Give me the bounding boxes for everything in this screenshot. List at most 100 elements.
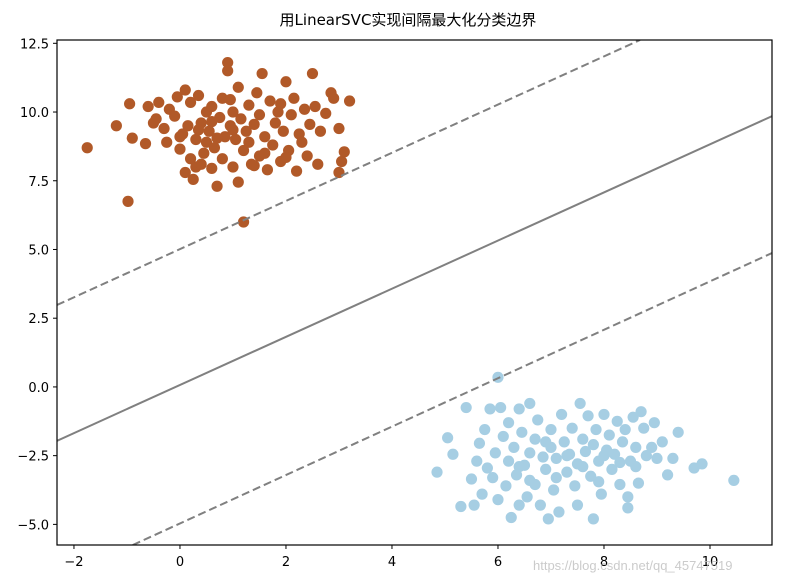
y-tick-label: 7.5 bbox=[28, 175, 49, 190]
data-point bbox=[622, 502, 634, 514]
data-point bbox=[603, 429, 615, 441]
data-point bbox=[320, 107, 332, 119]
x-tick-label: 6 bbox=[494, 555, 502, 570]
margin-upper-line bbox=[57, 40, 641, 306]
data-point bbox=[81, 142, 93, 154]
data-point bbox=[184, 153, 197, 165]
data-point bbox=[524, 474, 536, 486]
data-point bbox=[555, 408, 568, 421]
data-point bbox=[230, 133, 242, 146]
data-point bbox=[585, 470, 597, 482]
data-point bbox=[256, 67, 268, 80]
data-point bbox=[595, 488, 607, 500]
chart-title: 用LinearSVC实现间隔最大化分类边界 bbox=[279, 11, 537, 29]
data-point bbox=[489, 447, 501, 459]
data-point bbox=[285, 109, 297, 121]
data-point bbox=[460, 401, 472, 414]
data-point bbox=[224, 94, 236, 106]
data-point bbox=[508, 441, 520, 454]
data-point bbox=[500, 480, 512, 492]
data-point bbox=[627, 411, 639, 423]
x-tick-label: −2 bbox=[64, 555, 83, 570]
data-point bbox=[338, 146, 350, 158]
data-point bbox=[516, 426, 528, 438]
data-point bbox=[574, 397, 586, 410]
watermark-text: https://blog.csdn.net/qq_45747519 bbox=[533, 558, 733, 573]
data-point bbox=[646, 441, 658, 454]
data-point bbox=[306, 67, 319, 80]
data-point bbox=[484, 403, 496, 415]
data-point bbox=[259, 131, 271, 143]
scatter-points bbox=[81, 56, 740, 525]
data-point bbox=[277, 125, 289, 137]
data-point bbox=[251, 87, 263, 99]
data-point bbox=[529, 433, 541, 445]
data-point bbox=[537, 451, 549, 463]
data-point bbox=[481, 462, 493, 474]
data-point bbox=[333, 122, 345, 135]
data-point bbox=[333, 166, 345, 179]
data-point bbox=[179, 84, 191, 96]
data-point bbox=[656, 436, 668, 448]
data-point bbox=[582, 410, 594, 422]
data-point bbox=[328, 92, 340, 104]
x-tick-label: 2 bbox=[282, 555, 290, 570]
axes-frame bbox=[56, 39, 773, 546]
margin-lower-line bbox=[132, 252, 772, 545]
data-point bbox=[635, 406, 647, 418]
data-point bbox=[614, 456, 626, 469]
data-point bbox=[227, 106, 239, 118]
data-point bbox=[182, 120, 194, 132]
data-point bbox=[598, 408, 610, 421]
data-point bbox=[468, 499, 480, 511]
data-point bbox=[126, 132, 138, 144]
data-point bbox=[630, 461, 642, 473]
y-tick-label: 0.0 bbox=[28, 381, 49, 396]
data-point bbox=[587, 513, 599, 525]
decision-boundary-line bbox=[57, 115, 772, 442]
data-point bbox=[198, 147, 210, 159]
data-point bbox=[211, 132, 223, 144]
data-point bbox=[696, 458, 708, 470]
data-point bbox=[598, 450, 610, 462]
data-point bbox=[298, 103, 311, 115]
data-point bbox=[542, 513, 554, 525]
data-point bbox=[442, 432, 454, 444]
data-point bbox=[142, 100, 154, 113]
data-point bbox=[296, 136, 308, 148]
data-point bbox=[577, 461, 589, 473]
data-point bbox=[150, 113, 162, 125]
data-point bbox=[569, 480, 581, 492]
data-point bbox=[561, 466, 573, 478]
data-point bbox=[561, 450, 573, 462]
data-point bbox=[513, 403, 525, 415]
y-axis-ticks: 12.5 10.0 7.5 5.0 2.5 0.0 −2.5 −5.0 bbox=[17, 37, 57, 533]
data-point bbox=[216, 153, 228, 165]
data-point bbox=[473, 437, 486, 449]
data-point bbox=[502, 455, 515, 467]
data-point bbox=[550, 452, 562, 465]
data-point bbox=[495, 401, 507, 414]
data-point bbox=[122, 195, 134, 207]
data-point bbox=[203, 125, 215, 137]
data-point bbox=[638, 422, 650, 434]
data-point bbox=[192, 89, 205, 102]
data-point bbox=[248, 118, 260, 130]
data-point bbox=[200, 136, 213, 148]
data-point bbox=[553, 506, 565, 518]
data-point bbox=[476, 488, 488, 500]
data-point bbox=[487, 472, 499, 484]
decision-lines bbox=[57, 40, 772, 545]
data-point bbox=[343, 95, 356, 107]
data-point bbox=[206, 162, 218, 174]
data-point bbox=[253, 109, 266, 121]
data-point bbox=[616, 436, 629, 448]
data-point bbox=[227, 124, 239, 136]
data-point bbox=[169, 110, 181, 122]
data-point bbox=[608, 448, 621, 460]
data-point bbox=[661, 469, 674, 481]
data-point bbox=[558, 436, 570, 448]
data-point bbox=[171, 91, 183, 103]
y-tick-label: −2.5 bbox=[17, 450, 49, 465]
data-point bbox=[124, 98, 136, 110]
